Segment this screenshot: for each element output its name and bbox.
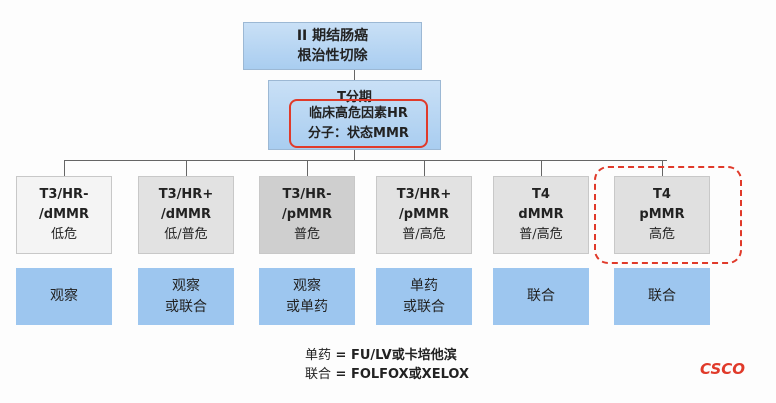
connector — [354, 150, 355, 160]
root-line2: 根治性切除 — [297, 48, 368, 64]
risk-category-node: T3/HR+ /pMMR 普/高危 — [376, 176, 472, 254]
category-code1: T4 — [532, 187, 550, 202]
treatment-line1: 观察 — [172, 277, 200, 294]
risk-category-node: T3/HR- /dMMR 低危 — [16, 176, 112, 254]
treatment-line1: 单药 — [410, 277, 438, 294]
category-risk: 低/普危 — [164, 227, 208, 242]
risk-category-node: T3/HR- /pMMR 普危 — [259, 176, 355, 254]
treatment-node: 单药 或联合 — [376, 268, 472, 325]
connector — [307, 160, 308, 176]
category-risk: 普危 — [293, 227, 320, 242]
connector — [354, 70, 355, 80]
category-code2: /pMMR — [399, 207, 449, 222]
highlight-dashed-box — [594, 166, 742, 264]
category-risk: 低危 — [50, 227, 77, 242]
staging-title: T分期 — [337, 90, 372, 105]
connector — [186, 160, 187, 176]
treatment-node: 观察 或单药 — [259, 268, 355, 325]
connector-horizontal — [64, 160, 667, 161]
category-risk: 高危 — [648, 227, 675, 242]
treatment-node: 联合 — [493, 268, 589, 325]
category-code1: T3/HR- — [282, 187, 332, 202]
category-code2: /dMMR — [39, 207, 89, 222]
legend: 单药 = FU/LV或卡培他滨 联合 = FOLFOX或XELOX — [305, 346, 469, 384]
treatment-line2: 或联合 — [165, 298, 207, 315]
category-code2: pMMR — [639, 207, 685, 222]
treatment-line1: 观察 — [50, 288, 78, 304]
category-code1: T3/HR+ — [396, 187, 452, 202]
legend-mono-def: = FU/LV或卡培他滨 — [331, 348, 457, 363]
category-code2: /dMMR — [161, 207, 211, 222]
treatment-line1: 观察 — [293, 277, 321, 294]
category-code1: T3/HR- — [39, 187, 89, 202]
risk-category-node: T4 pMMR 高危 — [614, 176, 710, 254]
staging-line1: 临床高危因素HR — [309, 105, 408, 121]
treatment-line1: 联合 — [527, 288, 555, 304]
staging-node: T分期 — [268, 80, 441, 150]
csco-logo: CSCO — [700, 360, 746, 378]
staging-line2: 分子：状态MMR — [308, 125, 409, 141]
connector — [662, 160, 663, 176]
root-node: II 期结肠癌 根治性切除 — [243, 22, 422, 70]
treatment-node: 观察 — [16, 268, 112, 325]
connector — [541, 160, 542, 176]
category-code1: T3/HR+ — [158, 187, 214, 202]
treatment-node: 观察 或联合 — [138, 268, 234, 325]
treatment-node: 联合 — [614, 268, 710, 325]
root-line1: II 期结肠癌 — [296, 28, 369, 44]
treatment-line2: 或联合 — [403, 298, 445, 315]
risk-category-node: T3/HR+ /dMMR 低/普危 — [138, 176, 234, 254]
connector — [424, 160, 425, 176]
legend-mono-label: 单药 — [305, 348, 332, 363]
highlight-box: 临床高危因素HR 分子：状态MMR — [289, 99, 428, 148]
category-code2: /pMMR — [282, 207, 332, 222]
risk-category-node: T4 dMMR 普/高危 — [493, 176, 589, 254]
legend-combo-label: 联合 — [305, 367, 332, 382]
category-code2: dMMR — [518, 207, 564, 222]
category-risk: 普/高危 — [519, 227, 563, 242]
connector — [64, 160, 65, 176]
legend-combo-def: = FOLFOX或XELOX — [331, 367, 470, 382]
treatment-line2: 或单药 — [286, 298, 328, 315]
treatment-line1: 联合 — [648, 288, 676, 304]
category-code1: T4 — [653, 187, 671, 202]
category-risk: 普/高危 — [402, 227, 446, 242]
